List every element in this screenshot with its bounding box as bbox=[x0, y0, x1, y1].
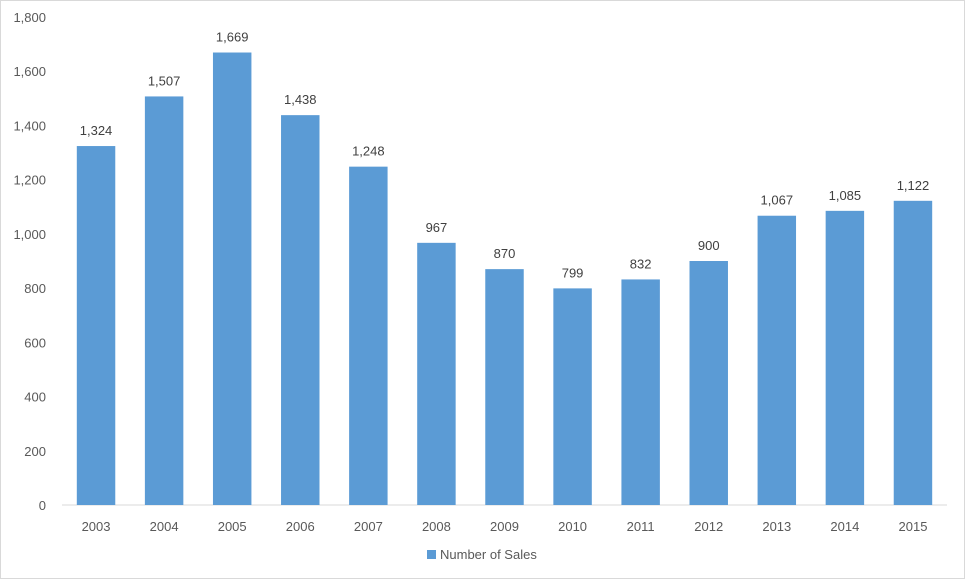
bar bbox=[689, 261, 728, 505]
data-label: 1,507 bbox=[148, 73, 181, 88]
legend-label: Number of Sales bbox=[440, 547, 537, 562]
legend-swatch bbox=[427, 550, 436, 559]
bar bbox=[144, 96, 184, 506]
bar bbox=[553, 288, 592, 505]
y-tick-label: 800 bbox=[24, 281, 46, 296]
x-tick-label: 2009 bbox=[490, 519, 519, 534]
x-axis: 2003 2004 2005 2006 2007 2008 2009 2010 2011 2012… bbox=[82, 519, 928, 534]
y-tick-label: 1,000 bbox=[13, 227, 46, 242]
legend: Number of Sales bbox=[427, 547, 537, 562]
y-tick-label: 1,800 bbox=[13, 10, 46, 25]
x-tick-label: 2006 bbox=[286, 519, 315, 534]
data-labels: 1,324 1,507 1,669 1,438 1,248 967 870 799 832 900… bbox=[80, 30, 929, 281]
data-label: 1,438 bbox=[284, 92, 317, 107]
y-tick-label: 200 bbox=[24, 444, 46, 459]
y-tick-label: 600 bbox=[24, 335, 46, 350]
data-label: 870 bbox=[494, 246, 516, 261]
data-label: 967 bbox=[426, 220, 448, 235]
bar bbox=[417, 242, 456, 505]
bar bbox=[893, 200, 933, 505]
y-tick-label: 400 bbox=[24, 390, 46, 405]
x-tick-label: 2011 bbox=[627, 519, 655, 534]
data-label: 799 bbox=[562, 265, 584, 280]
data-label: 1,085 bbox=[829, 188, 862, 203]
x-tick-label: 2005 bbox=[218, 519, 247, 534]
data-label: 900 bbox=[698, 238, 720, 253]
data-label: 1,669 bbox=[216, 30, 249, 45]
x-tick-label: 2007 bbox=[354, 519, 383, 534]
x-tick-label: 2014 bbox=[830, 519, 859, 534]
bars bbox=[76, 52, 933, 506]
x-tick-label: 2013 bbox=[762, 519, 791, 534]
x-tick-label: 2008 bbox=[422, 519, 451, 534]
data-label: 1,067 bbox=[761, 193, 794, 208]
x-tick-label: 2012 bbox=[694, 519, 723, 534]
y-axis: 0 200 400 600 800 1,000 1,200 1,400 1,600 1,800 bbox=[13, 10, 46, 513]
bar bbox=[76, 146, 116, 505]
x-tick-label: 2015 bbox=[899, 519, 928, 534]
x-tick-label: 2004 bbox=[150, 519, 179, 534]
data-label: 1,324 bbox=[80, 123, 113, 138]
x-tick-label: 2003 bbox=[82, 519, 111, 534]
data-label: 832 bbox=[630, 256, 652, 271]
x-tick-label: 2010 bbox=[558, 519, 587, 534]
bar bbox=[621, 279, 660, 505]
bar bbox=[825, 210, 865, 505]
y-tick-label: 1,400 bbox=[13, 118, 46, 133]
y-tick-label: 1,200 bbox=[13, 173, 46, 188]
bar bbox=[281, 115, 320, 506]
data-label: 1,122 bbox=[897, 178, 930, 193]
data-label: 1,248 bbox=[352, 144, 385, 159]
bar bbox=[757, 215, 797, 506]
bar bbox=[349, 166, 388, 506]
y-tick-label: 0 bbox=[39, 498, 46, 513]
y-tick-label: 1,600 bbox=[13, 64, 46, 79]
bar bbox=[212, 52, 252, 505]
bar bbox=[485, 269, 524, 505]
